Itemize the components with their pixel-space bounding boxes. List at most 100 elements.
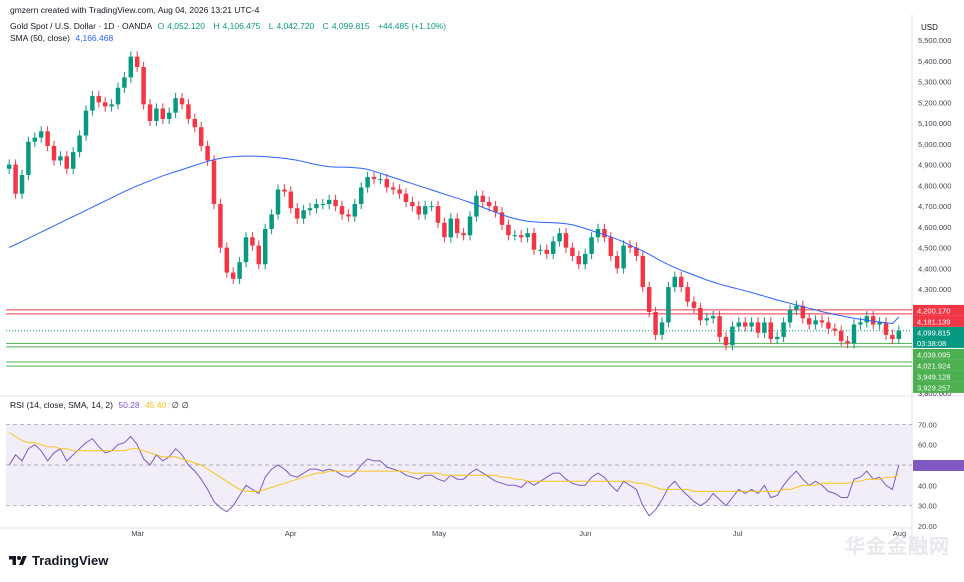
price-axis-label: [913, 348, 964, 360]
price-axis-label-text: 3,949.128: [917, 372, 950, 381]
candle-up: [787, 309, 793, 323]
candle-up: [166, 112, 172, 119]
tradingview-footer[interactable]: TradingView: [8, 553, 108, 568]
tradingview-brand: TradingView: [32, 553, 109, 568]
candle-up: [122, 77, 127, 88]
candle-up: [115, 87, 121, 105]
candle-down: [826, 322, 831, 329]
sma-label[interactable]: SMA (50, close): [10, 33, 70, 43]
rsi-legend[interactable]: RSI (14, close, SMA, 14, 2) 50.28 45.40 …: [10, 400, 192, 411]
price-tick-label: 4,400.000: [918, 264, 951, 273]
price-axis-label-text: 4,099.815: [917, 328, 950, 337]
price-tick-label: 4,700.000: [918, 202, 951, 211]
candle-up: [525, 233, 530, 238]
candle-up: [243, 237, 249, 263]
candle-up: [173, 98, 178, 113]
symbol-legend[interactable]: Gold Spot / U.S. Dollar · 1D · OANDA O 4,…: [10, 21, 449, 31]
rsi-empty-values: ∅ ∅: [171, 400, 189, 410]
candle-down: [576, 255, 582, 265]
candle-down: [224, 247, 230, 273]
candle-down: [186, 104, 191, 119]
candle-down: [282, 189, 287, 192]
candle-up: [589, 237, 594, 254]
candle-up: [32, 137, 38, 142]
price-tick-label: 4,500.000: [918, 244, 951, 253]
candle-down: [634, 247, 639, 256]
candle-down: [410, 201, 415, 207]
candle-up: [38, 131, 44, 138]
price-tick-label: 5,200.000: [918, 98, 951, 107]
candle-down: [288, 191, 294, 209]
candle-down: [442, 222, 447, 238]
candle-down: [755, 322, 761, 333]
currency-label[interactable]: USD: [921, 23, 938, 32]
sma-legend[interactable]: SMA (50, close) 4,166.468: [10, 33, 116, 43]
candle-up: [659, 322, 665, 335]
candle-down: [134, 56, 140, 67]
candle-down: [141, 66, 146, 105]
candle-up: [448, 218, 454, 238]
candle-up: [666, 287, 671, 323]
candle-down: [384, 179, 390, 188]
creator-text: gmzern created with TradingView.com, Aug…: [10, 5, 260, 15]
rsi-tick-label: 40.00: [918, 481, 937, 490]
candle-down: [147, 104, 153, 121]
candle-down: [461, 233, 466, 236]
rsi-line: [8, 435, 900, 517]
candle-down: [698, 307, 703, 321]
candle-down: [717, 316, 722, 337]
price-axis-label-text: 3,929.257: [917, 383, 950, 392]
price-tick-label: 5,400.000: [918, 57, 951, 66]
candle-down: [230, 272, 236, 279]
candle-down: [678, 276, 684, 288]
rsi-value: 50.28: [118, 400, 140, 410]
candle-down: [602, 228, 607, 238]
candle-down: [160, 108, 166, 119]
candle-down: [51, 145, 57, 161]
candle-down: [211, 160, 217, 205]
candle-up: [128, 56, 134, 78]
candle-down: [845, 341, 850, 344]
candle-down: [205, 145, 210, 161]
candle-up: [704, 318, 710, 321]
candle-down: [640, 255, 646, 288]
candle-up: [58, 156, 63, 161]
candle-up: [378, 179, 383, 181]
candle-up: [358, 187, 364, 205]
candle-up: [352, 204, 358, 217]
price-axis-label: [913, 381, 964, 393]
candle-down: [333, 199, 338, 207]
price-axis-label: [913, 315, 964, 327]
candle-down: [250, 237, 255, 246]
candle-down: [397, 189, 402, 194]
candle-down: [653, 312, 658, 335]
rsi-ma-line: [8, 432, 899, 492]
candle-up: [557, 233, 562, 242]
candle-down: [614, 255, 620, 269]
sma-value: 4,166.468: [75, 33, 114, 43]
rsi-label[interactable]: RSI (14, close, SMA, 14, 2): [10, 400, 113, 410]
candle-up: [77, 135, 82, 153]
tradingview-logo-icon: [9, 555, 27, 565]
candle-up: [864, 316, 870, 323]
candle-down: [627, 245, 633, 248]
candle-up: [672, 276, 678, 288]
candle-up: [429, 206, 434, 208]
price-axis-label: [913, 370, 964, 382]
candle-down: [800, 305, 806, 319]
candle-down: [870, 316, 876, 325]
candle-up: [109, 104, 114, 107]
candle-up: [896, 330, 902, 340]
candle-down: [192, 118, 198, 128]
candle-down: [890, 334, 895, 340]
price-axis-label-text: 4,200.170: [917, 306, 950, 315]
rsi-sma-value: 45.40: [145, 400, 167, 410]
symbol-name[interactable]: Gold Spot / U.S. Dollar · 1D · OANDA: [10, 21, 153, 31]
candle-down: [506, 224, 511, 236]
candle-down: [544, 249, 550, 254]
price-tick-label: 5,100.000: [918, 119, 951, 128]
price-axis-label-text: 4,181.139: [917, 317, 950, 326]
candle-down: [883, 322, 889, 335]
candle-down: [493, 206, 498, 213]
